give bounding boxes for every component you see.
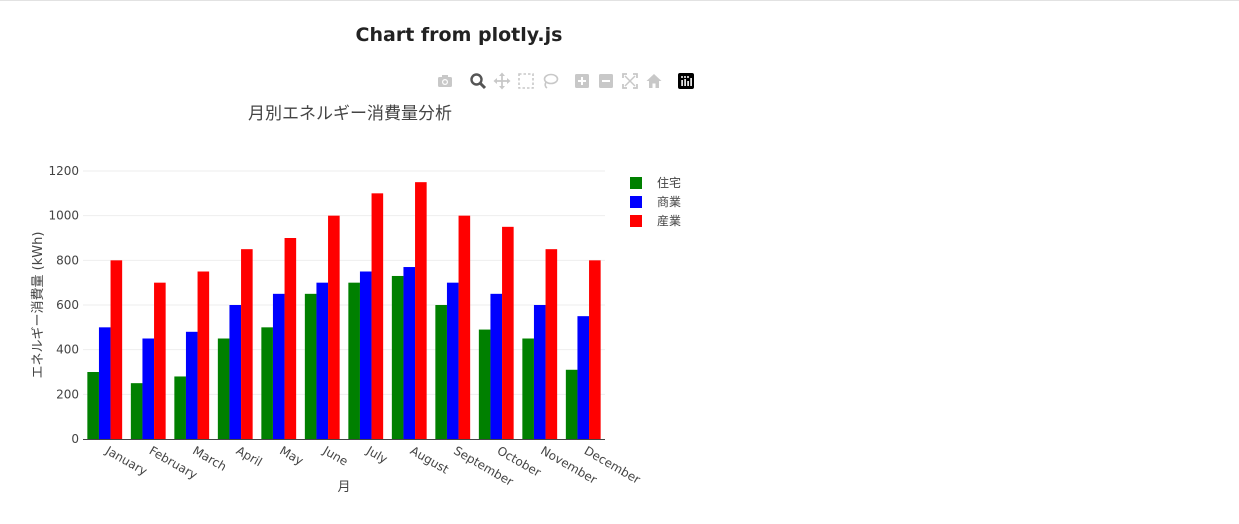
plus-square-icon: [575, 74, 589, 88]
bar: [533, 305, 546, 439]
box-select-icon: [518, 73, 534, 89]
autoscale-button[interactable]: [621, 72, 639, 90]
box-select-button[interactable]: [517, 72, 535, 90]
bar: [359, 271, 372, 439]
x-tick-label: August: [408, 443, 452, 476]
chart-title: 月別エネルギー消費量分析: [248, 104, 452, 124]
bar: [391, 275, 404, 439]
x-tick-label: April: [234, 443, 265, 469]
legend-label: 産業: [657, 213, 681, 228]
bar: [478, 329, 491, 439]
bar: [87, 372, 99, 439]
bar: [174, 376, 186, 439]
legend-swatch: [630, 196, 642, 208]
legend-swatch: [630, 177, 642, 189]
camera-icon: [438, 75, 452, 87]
x-tick-label: June: [320, 443, 351, 469]
bar: [284, 238, 297, 439]
home-icon: [646, 74, 662, 88]
y-tick-label: 200: [56, 387, 79, 401]
top-divider: [0, 0, 1239, 1]
zoom-button[interactable]: [469, 72, 487, 90]
bar: [458, 215, 471, 439]
lasso-icon: [543, 73, 559, 89]
bar-chart: 月別エネルギー消費量分析 0 200 400 600 800 1000 1200 January…: [31, 104, 681, 495]
bar: [185, 331, 198, 439]
bar: [545, 249, 558, 439]
bar: [502, 226, 514, 439]
y-tick-label: 400: [56, 343, 79, 357]
bar: [130, 383, 143, 439]
zoom-out-button[interactable]: [597, 72, 615, 90]
legend-label: 住宅: [657, 175, 681, 190]
y-axis-title: エネルギー消費量 (kWh): [31, 232, 46, 379]
x-axis-title: 月: [337, 480, 350, 495]
minus-square-icon: [599, 74, 613, 88]
bar: [98, 327, 111, 439]
magnifier-icon: [470, 73, 487, 90]
legend-label: 商業: [657, 194, 681, 209]
bar: [415, 182, 427, 439]
x-tick-label: May: [277, 443, 305, 468]
download-plot-button[interactable]: [436, 72, 454, 90]
x-tick-label: January: [102, 443, 149, 478]
autoscale-icon: [622, 73, 638, 89]
page-title: Chart from plotly.js: [355, 24, 563, 46]
y-tick-label: 0: [71, 432, 79, 446]
x-tick-label: July: [363, 443, 390, 466]
zoom-in-button[interactable]: [573, 72, 591, 90]
bar: [371, 193, 384, 439]
plotly-logo-button[interactable]: [677, 72, 695, 90]
bar: [565, 369, 578, 439]
bar: [304, 293, 317, 439]
bar: [229, 305, 242, 439]
legend-swatch: [630, 215, 642, 227]
y-tick-label: 1000: [48, 209, 79, 223]
bar: [522, 338, 534, 439]
bar: [328, 215, 340, 439]
lasso-select-button[interactable]: [541, 72, 559, 90]
plotly-logo-icon: [678, 73, 694, 89]
bar: [110, 260, 123, 439]
bar: [217, 338, 230, 439]
y-tick-label: 600: [56, 298, 79, 312]
bar: [589, 260, 601, 439]
bar: [261, 327, 273, 439]
bar: [142, 338, 155, 439]
y-tick-label: 800: [56, 253, 79, 267]
reset-axes-button[interactable]: [645, 72, 663, 90]
bar: [154, 282, 166, 439]
bar: [446, 282, 459, 439]
bar: [435, 305, 447, 439]
x-tick-label: February: [147, 443, 200, 482]
bar: [490, 293, 503, 439]
bar: [348, 282, 360, 439]
bar: [197, 271, 210, 439]
pan-button[interactable]: [493, 72, 511, 90]
bar: [577, 316, 590, 439]
bar: [241, 249, 253, 439]
bar: [316, 282, 329, 439]
bar: [272, 293, 285, 439]
pan-arrows-icon: [493, 72, 511, 90]
bar: [403, 267, 416, 439]
y-tick-label: 1200: [48, 164, 79, 178]
